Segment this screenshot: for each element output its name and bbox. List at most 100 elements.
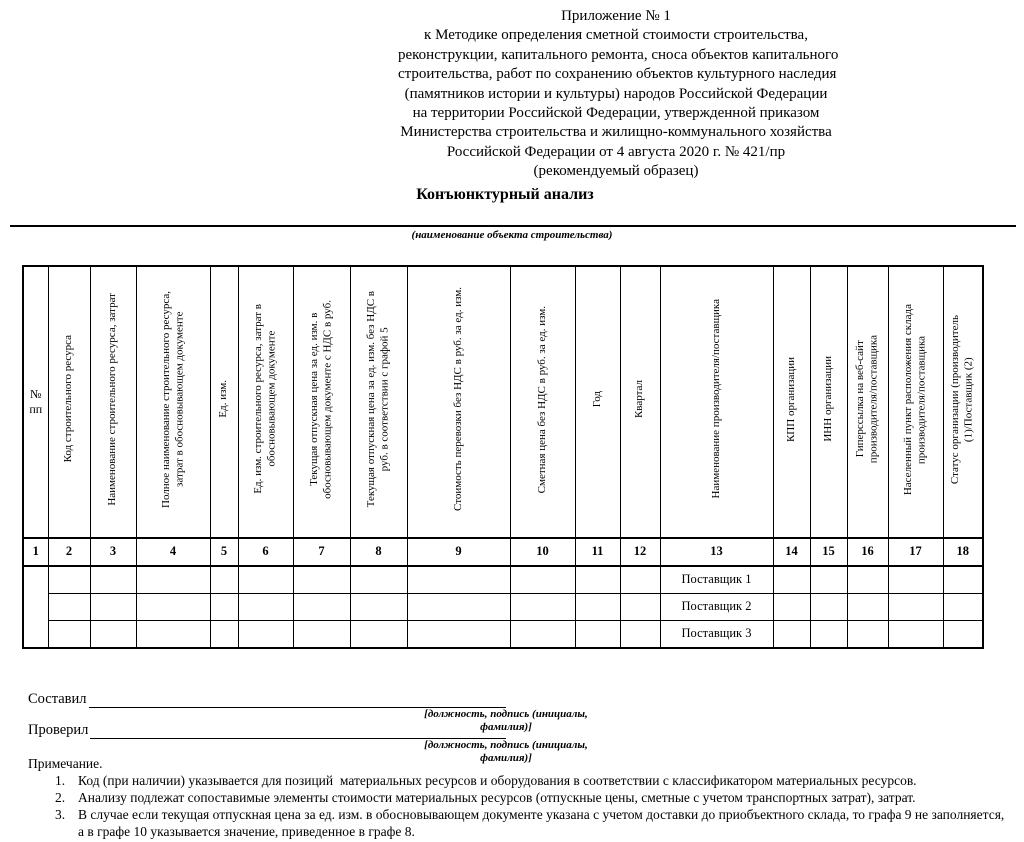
column-header-16: Гиперссылка на веб-сайт производителя/по…	[846, 265, 889, 539]
column-number-11: 11	[574, 536, 621, 567]
empty-cell	[209, 619, 239, 649]
column-number-1: 1	[22, 536, 49, 567]
empty-cell	[942, 592, 984, 621]
empty-cell	[47, 565, 91, 594]
column-header-label: КПП организации	[784, 356, 797, 442]
appendix-header-line: на территории Российской Федерации, утве…	[412, 105, 820, 122]
empty-cell	[209, 565, 239, 594]
column-number-6: 6	[237, 536, 294, 567]
empty-cell	[809, 565, 848, 594]
empty-cell	[406, 565, 511, 594]
note-text: Код (при наличии) указывается для позици…	[78, 772, 917, 788]
column-number-12: 12	[619, 536, 661, 567]
appendix-header-line: (рекомендуемый образец)	[533, 163, 699, 180]
appendix-header-line: Министерства строительства и жилищно-ком…	[400, 124, 832, 141]
empty-cell	[574, 592, 621, 621]
empty-cell	[772, 592, 811, 621]
signature-row-checked: Проверил	[28, 721, 506, 739]
column-header-label: Населенный пункт расположения склада про…	[902, 303, 928, 495]
appendix-header: Приложение № 1 к Методике определения сме…	[398, 7, 839, 182]
column-header-13: Наименование производителя/поставщика	[659, 265, 774, 539]
column-number-15: 15	[809, 536, 848, 567]
note-text: В случае если текущая отпускная цена за …	[78, 806, 1005, 839]
row-number-cell	[22, 565, 49, 649]
empty-cell	[406, 592, 511, 621]
empty-cell	[237, 565, 294, 594]
column-header-6: Ед. изм. строительного ресурса, затрат в…	[237, 265, 294, 539]
notes-title: Примечание.	[28, 755, 103, 771]
column-number-17: 17	[887, 536, 944, 567]
column-header-2: Код строительного ресурса	[47, 265, 91, 539]
empty-cell	[772, 565, 811, 594]
empty-cell	[942, 565, 984, 594]
column-header-8: Текущая отпускная цена за ед. изм. без Н…	[349, 265, 408, 539]
empty-cell	[509, 565, 576, 594]
note-text: Анализу подлежат сопоставимые элементы с…	[78, 789, 916, 805]
table-row: Поставщик 2	[23, 592, 984, 621]
empty-cell	[772, 619, 811, 649]
empty-cell	[292, 592, 351, 621]
column-header-label: Ед. изм.	[217, 380, 230, 418]
column-number-7: 7	[292, 536, 351, 567]
analysis-table: № пп Код строительного ресурса Наименовани…	[22, 264, 984, 649]
supplier-cell: Поставщик 1	[659, 565, 774, 594]
empty-cell	[349, 592, 408, 621]
column-header-label: Текущая отпускная цена за ед. изм. в обо…	[308, 299, 334, 499]
column-header-label: Ед. изм. строительного ресурса, затрат в…	[252, 304, 278, 494]
empty-cell	[509, 592, 576, 621]
column-header-5: Ед. изм.	[209, 265, 239, 539]
supplier-cell: Поставщик 2	[659, 592, 774, 621]
empty-cell	[574, 619, 621, 649]
empty-cell	[619, 619, 661, 649]
signature-blank-line	[90, 722, 506, 739]
column-header-label: Наименование производителя/поставщика	[709, 299, 722, 499]
empty-cell	[509, 619, 576, 649]
signature-blank-line	[88, 691, 506, 708]
signature-label: Проверил	[28, 721, 89, 738]
column-header-17: Населенный пункт расположения склада про…	[887, 265, 944, 539]
column-header-12: Квартал	[619, 265, 661, 539]
empty-cell	[887, 592, 944, 621]
empty-cell	[135, 565, 211, 594]
column-header-label: Гиперссылка на веб-сайт производителя/по…	[854, 335, 880, 464]
empty-cell	[237, 592, 294, 621]
supplier-cell: Поставщик 3	[659, 619, 774, 649]
empty-cell	[887, 619, 944, 649]
table-row: Поставщик 3	[23, 619, 984, 649]
empty-cell	[47, 619, 91, 649]
empty-cell	[89, 592, 137, 621]
empty-cell	[209, 592, 239, 621]
signatures-section: Составил [должность, подпись (инициалы, …	[0, 690, 1024, 764]
empty-cell	[292, 619, 351, 649]
column-header-18: Статус организации (производитель (1)/По…	[942, 265, 984, 539]
note-item: 1. Код (при наличии) указывается для пози…	[28, 772, 1024, 789]
column-header-label: Сметная цена без НДС в руб. за ед. изм.	[535, 305, 548, 493]
column-header-label: Квартал	[633, 380, 646, 419]
empty-cell	[619, 565, 661, 594]
column-header-label: Стоимость перевозки без НДС в руб. за ед…	[451, 287, 464, 512]
signature-label: Составил	[28, 690, 87, 707]
empty-cell	[47, 592, 91, 621]
column-number-13: 13	[659, 536, 774, 567]
object-name-blank-line	[10, 224, 1016, 227]
column-header-label: ИНН организации	[821, 356, 834, 442]
column-number-8: 8	[349, 536, 408, 567]
note-number: 3.	[55, 806, 66, 822]
column-number-9: 9	[406, 536, 511, 567]
signature-caption: [должность, подпись (инициалы, фамилия)]	[424, 738, 588, 764]
empty-cell	[574, 565, 621, 594]
note-item: 2. Анализу подлежат сопоставимые элементы…	[28, 789, 1024, 806]
notes-list: 1. Код (при наличии) указывается для пози…	[28, 772, 1024, 840]
appendix-header-line: (памятников истории и культуры) народов …	[404, 85, 828, 102]
object-name-caption: (наименование объекта строительства)	[411, 228, 613, 241]
appendix-header-line: строительства, работ по сохранению объек…	[398, 66, 837, 83]
note-number: 1.	[55, 772, 66, 788]
signature-caption: [должность, подпись (инициалы, фамилия)]	[424, 707, 588, 733]
table-row: Поставщик 1	[22, 565, 984, 649]
column-number-18: 18	[942, 536, 984, 567]
column-header-10: Сметная цена без НДС в руб. за ед. изм.	[509, 265, 576, 539]
empty-cell	[846, 619, 889, 649]
column-header-label: Код строительного ресурса	[62, 335, 75, 463]
appendix-header-line: реконструкции, капитального ремонта, сно…	[398, 46, 839, 63]
